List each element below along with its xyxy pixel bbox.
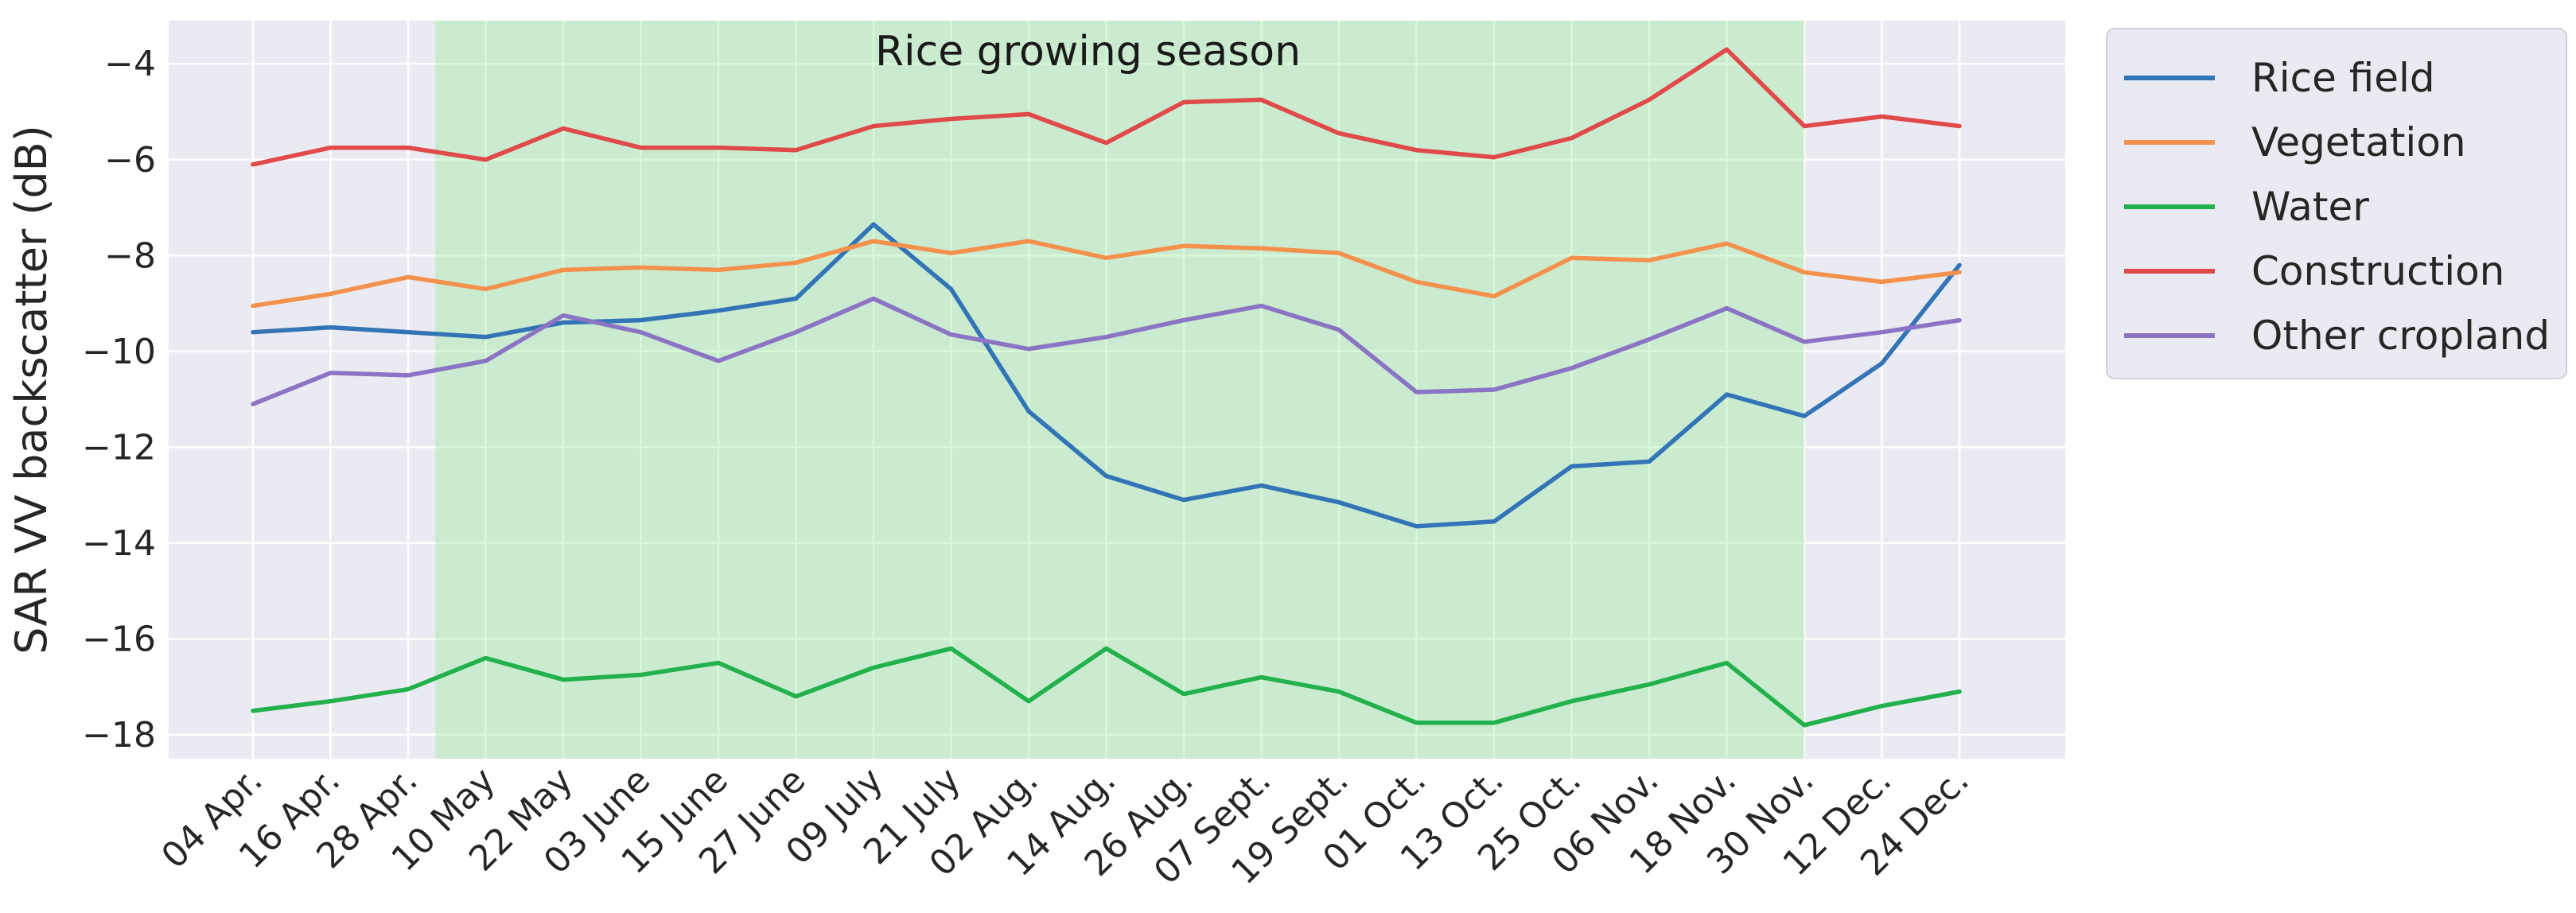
y-axis: −18 −16 −14 −12 −10 −8 −6 −4 (82, 44, 156, 756)
legend-box (2106, 28, 2567, 379)
y-tick-label: −10 (82, 332, 156, 372)
legend-label-other-cropland: Other cropland (2251, 313, 2550, 359)
y-tick-label: −12 (82, 427, 156, 468)
y-tick-label: −14 (82, 523, 156, 564)
rice-season-annotation: Rice growing season (875, 28, 1301, 76)
series-line-construction (251, 47, 1962, 167)
series-line-other-cropland (251, 296, 1962, 406)
y-tick-label: −4 (104, 44, 156, 84)
y-axis-title: SAR VV backscatter (dB) (6, 125, 56, 655)
y-tick-label: −6 (104, 140, 156, 181)
legend-label-rice-field: Rice field (2251, 55, 2435, 101)
grid (169, 21, 2065, 759)
series-lines (251, 47, 1962, 728)
legend-label-water: Water (2251, 184, 2369, 230)
y-tick-label: −16 (82, 619, 156, 659)
series-line-rice-field (251, 222, 1962, 529)
legend-label-construction: Construction (2251, 248, 2504, 294)
series-line-vegetation (251, 239, 1962, 309)
legend: Rice field Vegetation Water Construction Oth… (2106, 28, 2567, 379)
y-tick-label: −18 (82, 715, 156, 756)
rice-season-shade (435, 21, 1804, 759)
legend-label-vegetation: Vegetation (2251, 119, 2466, 165)
series-line-water (251, 646, 1962, 728)
y-tick-label: −8 (104, 235, 156, 276)
